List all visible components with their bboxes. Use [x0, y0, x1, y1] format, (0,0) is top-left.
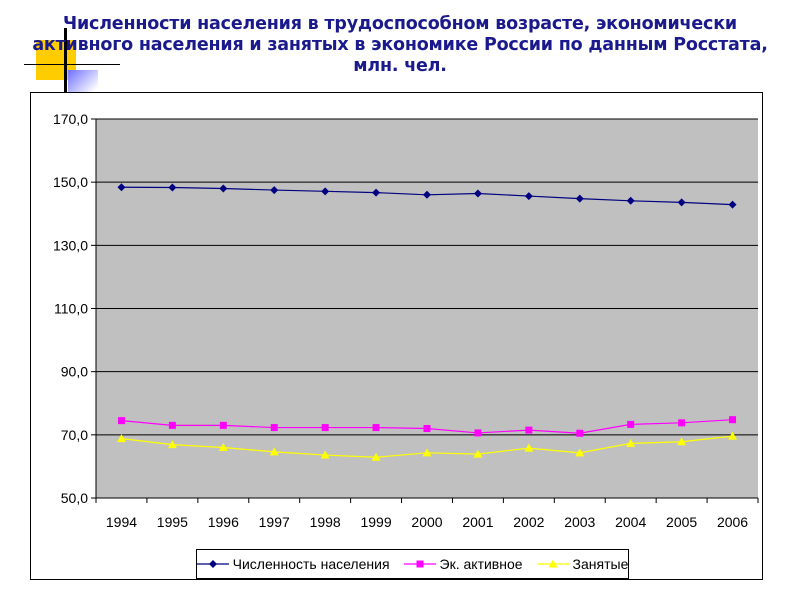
y-tick-label: 70,0 — [61, 427, 88, 443]
legend-label-population: Численность населения — [232, 556, 390, 572]
y-tick-label: 170,0 — [53, 111, 88, 127]
data-point-employed-1994 — [116, 434, 126, 443]
x-tick-label-1997: 1997 — [259, 514, 290, 530]
legend-entry-employed: Занятые — [536, 556, 629, 572]
data-point-population-1996 — [219, 184, 228, 193]
legend-label-employed: Занятые — [572, 556, 629, 572]
x-tick-label-2000: 2000 — [411, 514, 442, 530]
y-tick-label: 110,0 — [54, 301, 88, 317]
data-point-population-1997 — [270, 186, 279, 195]
data-point-employed-2006 — [728, 431, 738, 440]
data-point-population-2000 — [423, 190, 431, 199]
x-tick-label-2001: 2001 — [462, 514, 493, 530]
legend-swatch-marker — [548, 559, 558, 568]
x-tick-label-2004: 2004 — [615, 514, 646, 530]
slide-title-line-3: млн. чел. — [353, 56, 447, 76]
data-point-population-2004 — [626, 196, 635, 205]
slide-title-line-1: Численности населения в трудоспособном в… — [63, 14, 737, 34]
data-point-population-1995 — [168, 183, 177, 192]
x-tick-label-1998: 1998 — [310, 514, 341, 530]
data-point-active-1994 — [117, 417, 125, 425]
data-point-active-2003 — [576, 429, 584, 437]
decorative-vertical-line — [64, 28, 67, 108]
legend-entry-active: Эк. активное — [403, 556, 523, 572]
data-point-population-2005 — [677, 198, 686, 207]
y-tick-label: 50,0 — [61, 490, 88, 506]
data-point-active-2002 — [525, 426, 533, 434]
data-point-population-2003 — [575, 194, 584, 203]
data-point-active-1997 — [270, 424, 278, 432]
data-point-active-2001 — [474, 429, 482, 437]
x-tick-label-1996: 1996 — [208, 514, 239, 530]
legend-label-active: Эк. активное — [439, 556, 523, 572]
legend-swatch-marker — [208, 560, 217, 568]
legend-swatch-marker — [416, 560, 424, 568]
y-tick-label: 150,0 — [53, 174, 88, 190]
data-point-active-2004 — [627, 420, 635, 428]
data-point-active-1995 — [168, 421, 176, 429]
slide-title: Численности населения в трудоспособном в… — [10, 14, 790, 77]
data-point-employed-1999 — [371, 452, 381, 461]
data-point-employed-1997 — [269, 447, 279, 456]
line-chart: 50,0 70,0 90,0 110,0 130,0 150,0 170,0 1994 1995… — [53, 111, 759, 530]
data-point-active-1998 — [321, 424, 329, 432]
data-point-active-1999 — [372, 424, 380, 432]
y-tick-label: 130,0 — [53, 237, 88, 253]
y-tick-label: 90,0 — [61, 364, 88, 380]
data-point-active-1996 — [219, 421, 227, 429]
data-point-employed-2004 — [626, 438, 636, 447]
x-tick-label-1999: 1999 — [360, 514, 391, 530]
data-point-employed-1995 — [167, 440, 177, 449]
x-tick-label-2005: 2005 — [666, 514, 697, 530]
data-point-active-2005 — [678, 419, 686, 427]
data-point-population-2006 — [728, 200, 737, 209]
x-tick-label-2002: 2002 — [513, 514, 544, 530]
data-point-employed-2002 — [524, 443, 534, 452]
slide-title-line-2: активного населения и занятых в экономик… — [32, 35, 768, 55]
data-point-active-2006 — [729, 416, 737, 424]
data-point-employed-2000 — [422, 448, 432, 457]
chart-legend: Численность населения Эк. активное Занят… — [196, 549, 629, 579]
x-tick-label-2003: 2003 — [564, 514, 595, 530]
data-point-employed-2005 — [677, 437, 687, 446]
data-point-population-2001 — [473, 189, 482, 198]
data-point-active-2000 — [423, 425, 431, 433]
x-tick-label-1994: 1994 — [106, 514, 137, 530]
decorative-horizontal-line — [24, 64, 120, 65]
data-point-population-2002 — [524, 192, 533, 201]
legend-swatch-active — [403, 560, 436, 568]
data-point-employed-1996 — [218, 442, 228, 451]
legend-swatch-population — [196, 560, 229, 568]
x-tick-label-1995: 1995 — [157, 514, 188, 530]
data-point-employed-2001 — [473, 449, 483, 458]
legend-entry-population: Численность населения — [196, 556, 390, 572]
legend-swatch-employed — [536, 559, 569, 568]
data-point-employed-2003 — [575, 448, 585, 457]
data-point-population-1999 — [372, 188, 381, 197]
data-point-population-1994 — [117, 183, 126, 192]
data-point-employed-1998 — [320, 450, 330, 459]
x-tick-label-2006: 2006 — [717, 514, 748, 530]
data-point-population-1998 — [321, 187, 330, 196]
chart-frame: 50,0 70,0 90,0 110,0 130,0 150,0 170,0 1994 1995… — [30, 92, 763, 580]
